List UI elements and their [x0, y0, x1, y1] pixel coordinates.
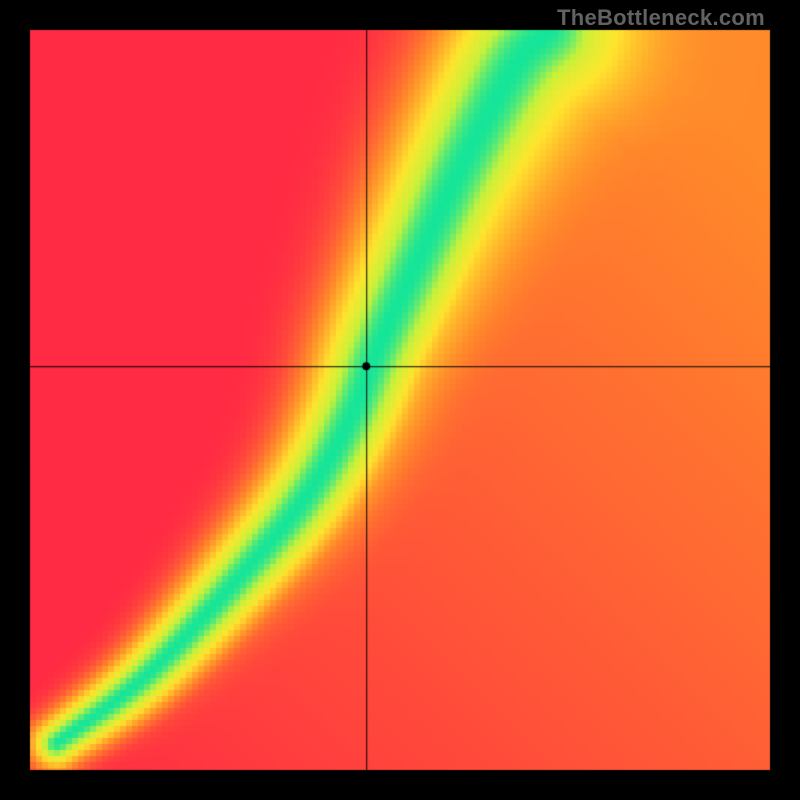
bottleneck-heatmap-container: { "watermark": "TheBottleneck.com", "cha… [0, 0, 800, 800]
heatmap-canvas [0, 0, 800, 800]
watermark-text: TheBottleneck.com [557, 5, 765, 31]
